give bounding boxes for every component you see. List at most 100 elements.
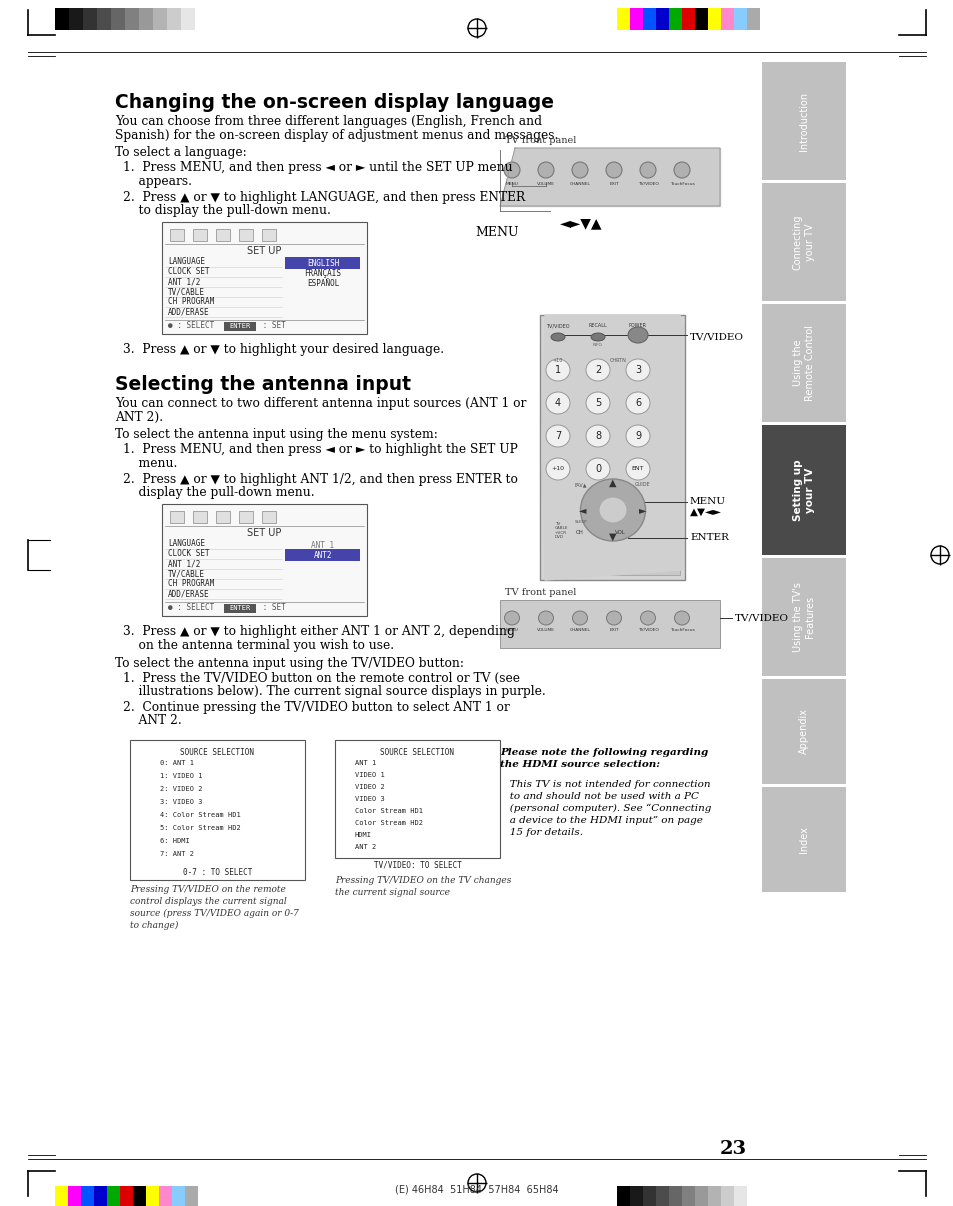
Text: SOURCE SELECTION: SOURCE SELECTION — [180, 748, 254, 757]
Bar — [224, 322, 255, 330]
Bar — [642, 1185, 656, 1206]
Text: CHRTN: CHRTN — [609, 358, 626, 363]
Text: 6: HDMI: 6: HDMI — [160, 838, 190, 844]
Bar — [668, 8, 681, 30]
Text: +10: +10 — [551, 467, 564, 472]
Text: Connecting
your TV: Connecting your TV — [792, 215, 815, 270]
Text: ANT 2).: ANT 2). — [115, 410, 163, 423]
Ellipse shape — [579, 479, 645, 541]
Bar — [761, 679, 845, 784]
Bar — [720, 8, 733, 30]
Bar — [761, 62, 845, 180]
Bar — [681, 8, 695, 30]
Bar — [215, 510, 230, 522]
Bar — [55, 8, 69, 30]
Text: ▲: ▲ — [609, 478, 616, 488]
Text: VIDEO 2: VIDEO 2 — [355, 784, 384, 790]
Bar — [668, 1185, 681, 1206]
Ellipse shape — [639, 162, 656, 178]
Bar — [629, 8, 642, 30]
Bar — [617, 1185, 629, 1206]
Bar — [761, 788, 845, 892]
Text: 3: 3 — [635, 365, 640, 375]
Text: ANT 1/2: ANT 1/2 — [168, 560, 200, 568]
Text: Index: Index — [799, 826, 808, 853]
Bar — [285, 549, 359, 561]
Bar — [746, 8, 760, 30]
Text: MENU: MENU — [505, 182, 517, 186]
Text: SET UP: SET UP — [247, 527, 281, 538]
Text: TV/CABLE: TV/CABLE — [168, 569, 205, 579]
Text: VOL: VOL — [614, 529, 625, 535]
Bar — [172, 1185, 185, 1206]
Bar — [733, 8, 746, 30]
Text: Color Stream HD1: Color Stream HD1 — [355, 808, 422, 814]
Text: 5: Color Stream HD2: 5: Color Stream HD2 — [160, 825, 240, 831]
Text: To select a language:: To select a language: — [115, 146, 247, 159]
Text: 1: 1 — [555, 365, 560, 375]
Text: 1.  Press MENU, and then press ◄ or ► to highlight the SET UP: 1. Press MENU, and then press ◄ or ► to … — [123, 444, 517, 457]
Bar — [83, 8, 97, 30]
Bar — [746, 1185, 760, 1206]
Text: 23: 23 — [720, 1140, 746, 1158]
Text: EXIT: EXIT — [609, 182, 618, 186]
Text: MENU: MENU — [689, 498, 725, 507]
Text: VIDEO 1: VIDEO 1 — [355, 772, 384, 778]
Text: ENT: ENT — [631, 467, 643, 472]
Text: on the antenna terminal you wish to use.: on the antenna terminal you wish to use. — [123, 639, 394, 652]
Ellipse shape — [625, 359, 649, 381]
Text: TV front panel: TV front panel — [504, 136, 576, 145]
Text: 8: 8 — [595, 431, 600, 441]
Text: Changing the on-screen display language: Changing the on-screen display language — [115, 93, 554, 112]
Bar — [733, 1185, 746, 1206]
Bar — [170, 228, 184, 240]
Ellipse shape — [504, 611, 519, 625]
Text: Introduction: Introduction — [799, 92, 808, 151]
Ellipse shape — [503, 162, 519, 178]
Text: MENU
CH/MENU: MENU CH/MENU — [600, 503, 624, 514]
Bar — [132, 1185, 146, 1206]
Text: ANT 2.: ANT 2. — [123, 714, 182, 727]
Text: ENTER: ENTER — [229, 322, 251, 328]
Text: menu.: menu. — [123, 457, 177, 470]
Bar — [720, 1185, 733, 1206]
Text: ESPAÑOL: ESPAÑOL — [307, 279, 339, 287]
Text: Using the
Remote Control: Using the Remote Control — [792, 324, 815, 402]
Text: TV/VIDEO: TV/VIDEO — [689, 333, 743, 341]
Bar — [181, 8, 194, 30]
Text: VOLUME: VOLUME — [537, 628, 555, 632]
Text: ENTER: ENTER — [229, 604, 251, 610]
Text: CLOCK SET: CLOCK SET — [168, 268, 210, 276]
Text: ● : SELECT: ● : SELECT — [168, 603, 214, 613]
Text: ANT2: ANT2 — [314, 550, 332, 560]
Text: TV
CABLE
+VCR
DVD: TV CABLE +VCR DVD — [555, 522, 568, 539]
Text: GUIDE: GUIDE — [635, 482, 650, 487]
Text: 7: ANT 2: 7: ANT 2 — [160, 851, 193, 857]
Text: LANGUAGE: LANGUAGE — [168, 258, 205, 267]
Bar — [139, 8, 152, 30]
Text: (E) 46H84  51H84  57H84  65H84: (E) 46H84 51H84 57H84 65H84 — [395, 1185, 558, 1195]
Text: FAV▲: FAV▲ — [574, 482, 587, 487]
Text: 1.  Press MENU, and then press ◄ or ► until the SET UP menu: 1. Press MENU, and then press ◄ or ► unt… — [123, 162, 512, 175]
Text: 4: Color Stream HD1: 4: Color Stream HD1 — [160, 812, 240, 818]
Bar — [656, 8, 668, 30]
Text: MENU: MENU — [475, 226, 518, 239]
Text: SET UP: SET UP — [247, 246, 281, 256]
Bar — [681, 1185, 695, 1206]
Bar — [499, 601, 720, 648]
Text: ADD/ERASE: ADD/ERASE — [168, 308, 210, 316]
Bar — [159, 1185, 172, 1206]
Text: You can connect to two different antenna input sources (ANT 1 or: You can connect to two different antenna… — [115, 397, 526, 410]
Bar — [262, 228, 275, 240]
Text: illustrations below). The current signal source displays in purple.: illustrations below). The current signal… — [123, 685, 545, 698]
Bar — [162, 222, 367, 334]
Text: 2: 2 — [595, 365, 600, 375]
Ellipse shape — [572, 611, 587, 625]
Ellipse shape — [606, 611, 620, 625]
Bar — [285, 257, 359, 269]
Text: TV/VIDEO: TO SELECT: TV/VIDEO: TO SELECT — [374, 861, 461, 870]
Text: POWER: POWER — [628, 323, 646, 328]
Text: INFO: INFO — [593, 343, 602, 347]
Ellipse shape — [545, 425, 569, 447]
Text: ENTER: ENTER — [689, 533, 728, 543]
